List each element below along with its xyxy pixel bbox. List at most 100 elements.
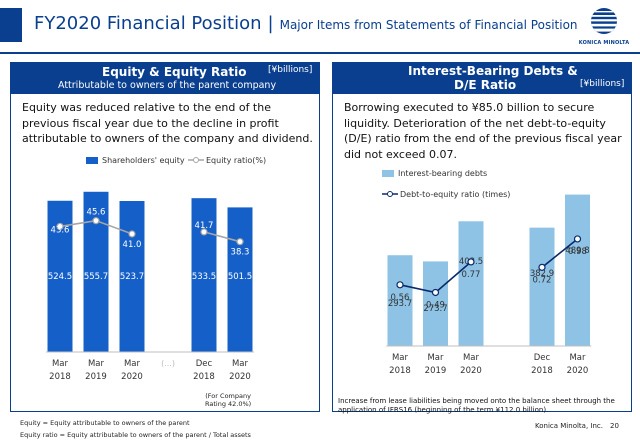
legend-label: Debt-to-equity ratio (times) [400, 190, 510, 199]
ratio-line-segment [203, 231, 241, 243]
ratio-value-label: 0.56 [391, 293, 410, 303]
bar-2 [458, 221, 484, 346]
ratio-point-0 [396, 281, 404, 289]
title-bar: FY2020 Financial Position | Major Items fr… [0, 0, 640, 54]
title-accent-bar [0, 8, 22, 42]
category-year-label: 2020 [229, 372, 251, 382]
bar-value-label: 501.5 [228, 272, 252, 282]
debt-chart: Interest-bearing debts Debt-to-equity rat… [382, 169, 592, 376]
bar-value-label: 293.7 [388, 299, 412, 309]
legend-label: Shareholders' equity [102, 156, 185, 165]
konica-minolta-logo: KONICA MINOLTA [576, 6, 632, 46]
lease-liabilities-note: Increase from lease liabilities being mo… [338, 397, 615, 414]
company-rating-note-line1: (For Company [205, 392, 251, 400]
bar-4 [529, 227, 555, 346]
legend-label: Equity ratio(%) [206, 156, 266, 165]
equity-chart: Shareholders' equity Equity ratio(%) 524.5… [46, 156, 266, 382]
page-number: 20 [610, 422, 619, 430]
equity-panel-title: Equity & Equity Ratio [102, 65, 247, 79]
company-rating-note-line2: Rating 42.0%) [205, 400, 252, 408]
logo-text: KONICA MINOLTA [578, 40, 630, 46]
debt-panel-title-line1: Interest-Bearing Debts & [408, 64, 578, 78]
bar-0 [387, 255, 413, 346]
bar-value-label: 524.5 [48, 272, 72, 282]
ratio-point-5 [573, 235, 582, 243]
debt-panel-title-line2: D/E Ratio [454, 78, 517, 92]
ratio-point-0 [56, 222, 64, 231]
ratio-point-2 [128, 230, 136, 238]
equity-panel-header: Equity & Equity Ratio [¥billions] Attrib… [10, 62, 320, 94]
legend-marker-swatch [387, 191, 393, 197]
bar-value-label: 523.7 [120, 272, 144, 282]
category-label: Mar [463, 353, 480, 363]
equity-description: Equity was reduced relative to the end o… [22, 101, 313, 145]
bar-2 [119, 200, 145, 352]
ratio-value-label: 0.49 [426, 300, 445, 310]
category-year-label: 2020 [460, 366, 482, 376]
debt-description: Borrowing executed to ¥85.0 billion to s… [344, 101, 622, 161]
page-subtitle: Major Items from Statements of Financial… [279, 18, 578, 32]
bar-value-label: 489.8 [565, 246, 589, 256]
category-label: Mar [88, 359, 105, 369]
ratio-point-5 [236, 238, 244, 246]
category-label: Mar [427, 353, 444, 363]
ratio-value-label: 41.0 [123, 240, 142, 250]
bar-value-label: 273.7 [423, 304, 447, 314]
category-label: Mar [232, 359, 249, 369]
equity-panel-unit: [¥billions] [268, 65, 313, 75]
category-year-label: 2018 [531, 366, 553, 376]
ratio-line-segment [541, 238, 578, 268]
legend-bar-swatch [382, 170, 394, 177]
debt-panel-body [332, 94, 632, 412]
bar-5 [565, 194, 590, 346]
category-year-label: 2019 [425, 366, 447, 376]
ratio-value-label: 45.6 [87, 208, 106, 218]
footnote-equity-ratio: Equity ratio = Equity attributable to ow… [20, 431, 251, 439]
title-rule [0, 52, 640, 54]
category-label: Dec [534, 353, 551, 363]
debt-panel-header: Interest-Bearing Debts & D/E Ratio [¥bil… [332, 62, 632, 94]
category-year-label: 2018 [193, 372, 215, 382]
ratio-point-4 [200, 228, 208, 236]
category-year-label: 2018 [49, 372, 71, 382]
category-label: Mar [52, 359, 69, 369]
footnote-equity: Equity = Equity attributable to owners o… [20, 419, 190, 427]
title-separator: | [267, 13, 274, 34]
axis-break-label: (...) [161, 359, 175, 368]
bar-1 [423, 261, 448, 346]
ratio-value-label: 0.72 [533, 275, 552, 285]
ratio-value-label: 38.3 [231, 248, 250, 258]
legend-label: Interest-bearing debts [398, 169, 487, 178]
legend-marker-swatch [193, 157, 199, 163]
category-label: Mar [569, 353, 586, 363]
page-title: FY2020 Financial Position | Major Items fr… [34, 13, 578, 34]
category-label: Mar [392, 353, 409, 363]
bar-4 [191, 198, 217, 352]
globe-logo-icon [591, 8, 617, 34]
ratio-point-4 [538, 263, 546, 271]
footer-company: Konica Minolta, Inc. [535, 422, 603, 430]
legend-bar-swatch [86, 157, 98, 164]
equity-panel-body [10, 94, 320, 412]
ratio-point-1 [92, 217, 100, 225]
category-label: Dec [196, 359, 213, 369]
bar-value-label: 382.9 [530, 269, 554, 279]
bar-value-label: 555.7 [84, 272, 108, 282]
company-rating-note: (For Company Rating 42.0%) [205, 392, 251, 408]
page-title-text: FY2020 Financial Position [34, 13, 262, 34]
debt-panel-unit: [¥billions] [580, 79, 625, 89]
category-year-label: 2020 [567, 366, 589, 376]
ratio-point-1 [431, 288, 440, 297]
ratio-value-label: 0.98 [568, 247, 587, 257]
ratio-point-2 [467, 258, 475, 266]
category-year-label: 2019 [85, 372, 107, 382]
category-year-label: 2020 [121, 372, 143, 382]
category-label: Mar [124, 359, 141, 369]
category-year-label: 2018 [389, 366, 411, 376]
equity-panel-subtitle: Attributable to owners of the parent com… [58, 80, 277, 91]
ratio-value-label: 0.77 [462, 270, 481, 280]
ratio-value-label: 41.7 [195, 221, 214, 231]
bar-5 [227, 207, 253, 352]
bar-value-label: 533.5 [192, 272, 216, 282]
ratio-value-label: 43.6 [51, 225, 70, 235]
